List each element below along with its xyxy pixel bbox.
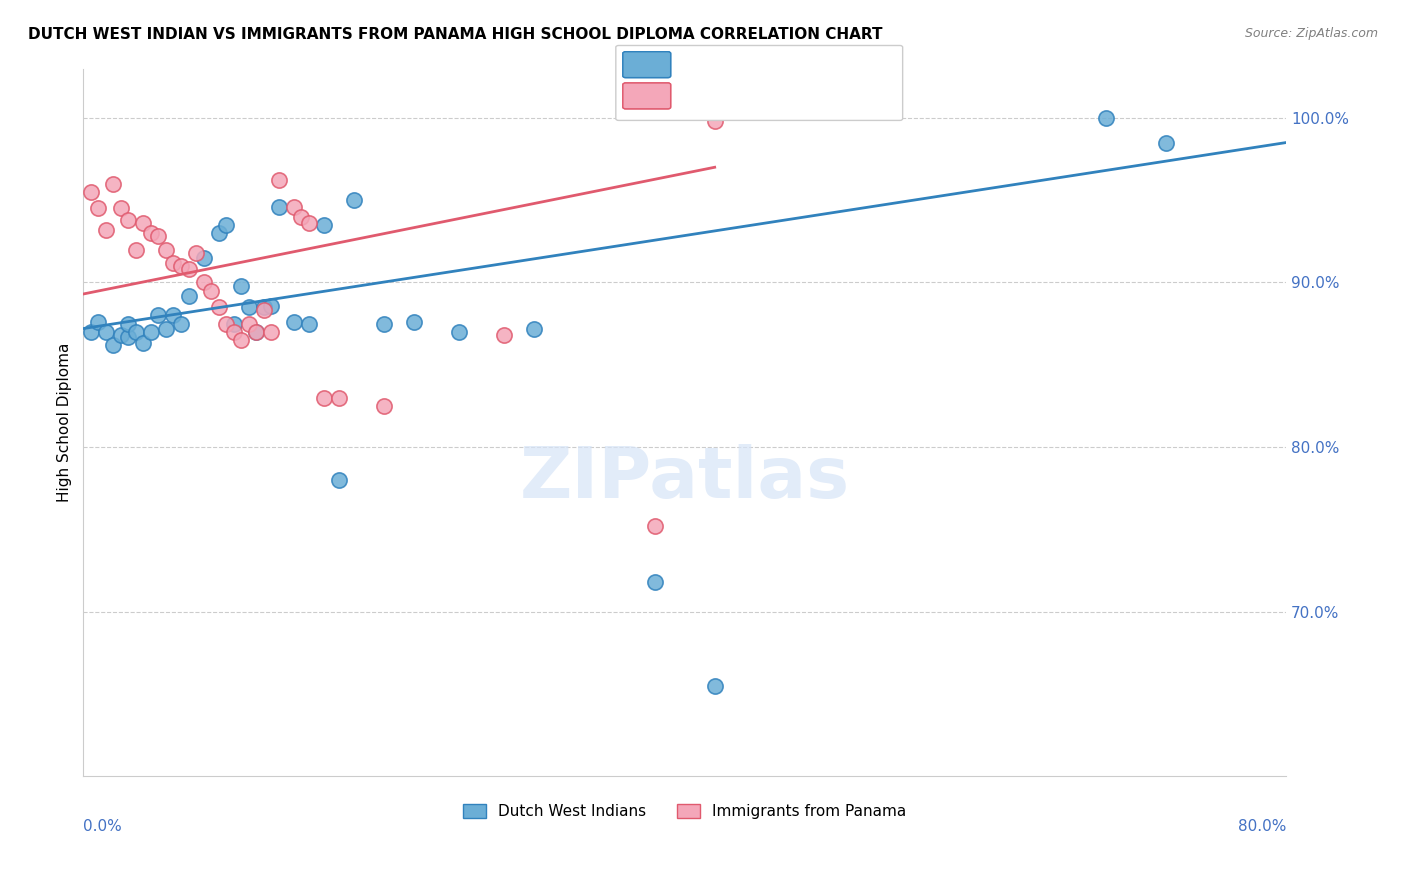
Point [200, 284, 222, 298]
Point [703, 114, 725, 128]
Point [328, 473, 350, 487]
Point [155, 243, 177, 257]
Point [193, 276, 215, 290]
Point [267, 200, 290, 214]
Point [132, 336, 155, 351]
Point [139, 226, 162, 240]
Point [373, 399, 395, 413]
Point [260, 325, 283, 339]
Point [125, 325, 148, 339]
Text: ZIPatlas: ZIPatlas [520, 444, 849, 514]
Point [238, 317, 260, 331]
Point [94, 223, 117, 237]
Point [703, 679, 725, 693]
Point [207, 300, 229, 314]
Point [245, 325, 267, 339]
Point [215, 218, 238, 232]
Point [267, 173, 290, 187]
Point [94, 325, 117, 339]
Point [253, 300, 276, 314]
Point [253, 303, 276, 318]
Point [177, 288, 200, 302]
Text: R = 0.321   N = 35: R = 0.321 N = 35 [676, 88, 832, 103]
Point [162, 256, 184, 270]
Point [231, 278, 253, 293]
Point [103, 177, 125, 191]
Point [170, 259, 193, 273]
Point [449, 325, 471, 339]
Point [283, 200, 305, 214]
Point [132, 216, 155, 230]
Text: 0.0%: 0.0% [83, 819, 122, 834]
Point [523, 321, 546, 335]
Text: DUTCH WEST INDIAN VS IMMIGRANTS FROM PANAMA HIGH SCHOOL DIPLOMA CORRELATION CHAR: DUTCH WEST INDIAN VS IMMIGRANTS FROM PAN… [28, 27, 883, 42]
Point [298, 317, 321, 331]
Point [328, 391, 350, 405]
Point [1094, 111, 1116, 125]
Point [103, 338, 125, 352]
Point [110, 202, 132, 216]
Point [148, 309, 170, 323]
Point [193, 251, 215, 265]
Point [402, 315, 425, 329]
Point [117, 330, 139, 344]
Point [238, 300, 260, 314]
Point [245, 325, 267, 339]
Point [177, 262, 200, 277]
Point [215, 317, 238, 331]
Point [231, 333, 253, 347]
Point [110, 328, 132, 343]
Point [87, 315, 110, 329]
Point [343, 193, 366, 207]
Point [283, 315, 305, 329]
Point [117, 317, 139, 331]
Legend: Dutch West Indians, Immigrants from Panama: Dutch West Indians, Immigrants from Pana… [457, 797, 912, 825]
Point [184, 245, 207, 260]
Point [373, 317, 395, 331]
Point [222, 317, 245, 331]
Point [312, 391, 335, 405]
Point [260, 298, 283, 312]
Point [644, 519, 666, 533]
Y-axis label: High School Diploma: High School Diploma [58, 343, 72, 502]
Point [162, 309, 184, 323]
Text: R = 0.413   N = 38: R = 0.413 N = 38 [676, 57, 832, 71]
Point [117, 213, 139, 227]
Point [644, 574, 666, 589]
Point [1154, 136, 1177, 150]
Point [148, 229, 170, 244]
Point [298, 216, 321, 230]
Point [312, 218, 335, 232]
Point [139, 325, 162, 339]
Point [125, 243, 148, 257]
Point [290, 210, 312, 224]
Text: Source: ZipAtlas.com: Source: ZipAtlas.com [1244, 27, 1378, 40]
Point [494, 328, 516, 343]
Point [80, 185, 103, 199]
Text: 80.0%: 80.0% [1237, 819, 1286, 834]
Point [222, 325, 245, 339]
Point [170, 317, 193, 331]
Point [207, 226, 229, 240]
Point [155, 321, 177, 335]
Point [87, 202, 110, 216]
Point [80, 325, 103, 339]
